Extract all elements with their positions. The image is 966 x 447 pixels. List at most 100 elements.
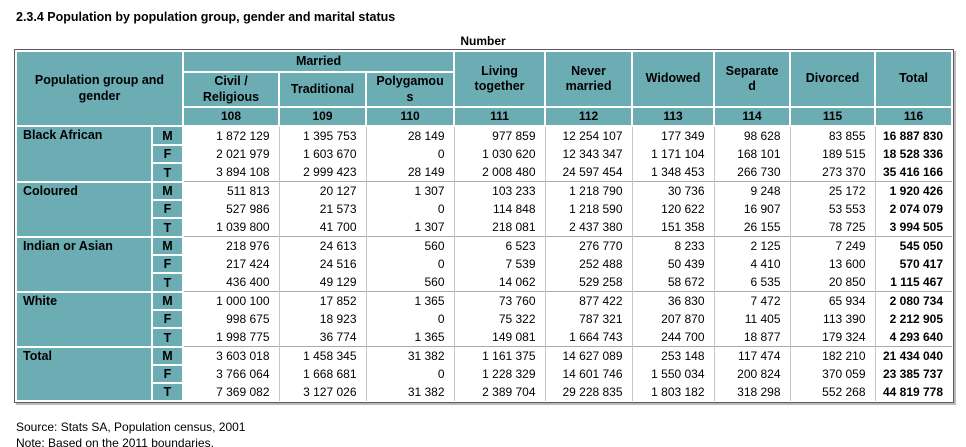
group-label: Coloured xyxy=(15,180,153,238)
table-border: Population group and gender Married Livi… xyxy=(14,49,955,404)
cell-value: 73 760 xyxy=(453,291,546,311)
table-row: Indian or Asian M 218 976 24 613 560 6 5… xyxy=(15,235,953,293)
cell-value: 53 553 xyxy=(789,200,876,219)
cell-value: 1 348 453 xyxy=(631,163,715,182)
table-row: F 2 021 979 1 603 670 0 1 030 620 12 343… xyxy=(16,144,953,165)
cell-value: 1 550 034 xyxy=(631,365,715,384)
cell-value: 1 171 104 xyxy=(631,145,715,164)
table-row: F 3 766 064 1 668 681 0 1 228 329 14 601… xyxy=(16,364,953,385)
cell-value: 189 515 xyxy=(789,145,876,164)
cell-value: 1 395 753 xyxy=(278,126,366,146)
cell-value: 1 039 800 xyxy=(182,218,279,237)
cell-value: 6 535 xyxy=(713,273,791,292)
gender-label: T xyxy=(151,327,184,348)
cell-total: 2 212 905 xyxy=(874,310,953,329)
gender-label: M xyxy=(151,125,184,147)
cell-value: 1 218 590 xyxy=(544,200,633,219)
row-header-title: Population group and gender xyxy=(15,49,184,128)
cell-value: 207 870 xyxy=(631,310,715,329)
cell-value: 1 228 329 xyxy=(453,365,546,384)
table-row: F 217 424 24 516 0 7 539 252 488 50 439 … xyxy=(16,254,953,275)
cell-value: 3 766 064 xyxy=(182,365,279,384)
col-header-separated: Separated xyxy=(713,49,792,109)
group-label: Total xyxy=(15,345,153,403)
cell-value: 7 369 082 xyxy=(182,383,279,402)
cell-total: 44 819 778 xyxy=(874,383,953,402)
cell-value: 2 999 423 xyxy=(278,163,366,182)
footer: Source: Stats SA, Population census, 200… xyxy=(16,420,952,447)
cell-total: 1 115 467 xyxy=(874,273,953,292)
cell-value: 65 934 xyxy=(789,291,876,311)
cell-value: 1 161 375 xyxy=(453,346,546,366)
cell-value: 7 249 xyxy=(789,236,876,256)
cell-value: 21 573 xyxy=(278,200,366,219)
cell-value: 36 830 xyxy=(631,291,715,311)
source-note: Source: Stats SA, Population census, 200… xyxy=(16,420,246,435)
cell-value: 1 668 681 xyxy=(278,365,366,384)
cell-value: 149 081 xyxy=(453,328,546,347)
cell-total: 18 528 336 xyxy=(874,145,953,164)
col-code: 115 xyxy=(789,106,877,128)
cell-value: 50 439 xyxy=(631,255,715,274)
gender-label: T xyxy=(151,217,184,238)
page-title: 2.3.4 Population by population group, ge… xyxy=(16,10,396,24)
cell-value: 370 059 xyxy=(789,365,876,384)
cell-value: 17 852 xyxy=(278,291,366,311)
cell-value: 26 155 xyxy=(713,218,791,237)
col-header-civil-religious: Civil / Religious xyxy=(182,70,280,109)
cell-value: 49 129 xyxy=(278,273,366,292)
cell-value: 1 030 620 xyxy=(453,145,546,164)
col-header-polygamous: Polygamous xyxy=(364,70,456,109)
cell-value: 877 422 xyxy=(544,291,633,311)
gender-label: F xyxy=(151,254,184,275)
cell-value: 75 322 xyxy=(453,310,546,329)
gender-label: F xyxy=(151,309,184,330)
cell-value: 218 976 xyxy=(182,236,279,256)
gender-label: F xyxy=(151,364,184,385)
cell-value: 120 622 xyxy=(631,200,715,219)
cell-value: 58 672 xyxy=(631,273,715,292)
unit-label: Number xyxy=(460,34,506,48)
cell-value: 13 600 xyxy=(789,255,876,274)
cell-value: 1 365 xyxy=(365,291,455,311)
cell-value: 2 389 704 xyxy=(453,383,546,402)
cell-value: 0 xyxy=(365,310,455,329)
col-code: 112 xyxy=(544,106,634,128)
col-code: 116 xyxy=(874,106,954,128)
col-header-divorced: Divorced xyxy=(789,49,877,109)
cell-value: 18 877 xyxy=(713,328,791,347)
group-label: White xyxy=(15,290,153,348)
cell-value: 1 458 345 xyxy=(278,346,366,366)
cell-value: 83 855 xyxy=(789,126,876,146)
col-header-living-together: Living together xyxy=(453,49,547,109)
cell-value: 1 000 100 xyxy=(182,291,279,311)
cell-value: 998 675 xyxy=(182,310,279,329)
cell-value: 1 664 743 xyxy=(544,328,633,347)
cell-value: 14 062 xyxy=(453,273,546,292)
cell-value: 8 233 xyxy=(631,236,715,256)
cell-value: 11 405 xyxy=(713,310,791,329)
gender-label: T xyxy=(151,272,184,293)
cell-value: 2 437 380 xyxy=(544,218,633,237)
cell-value: 179 324 xyxy=(789,328,876,347)
col-header-traditional: Traditional xyxy=(278,70,367,109)
cell-value: 12 254 107 xyxy=(544,126,633,146)
cell-value: 0 xyxy=(365,145,455,164)
cell-value: 218 081 xyxy=(453,218,546,237)
cell-value: 18 923 xyxy=(278,310,366,329)
cell-value: 16 907 xyxy=(713,200,791,219)
gender-label: M xyxy=(151,235,184,257)
cell-value: 114 848 xyxy=(453,200,546,219)
cell-value: 29 228 835 xyxy=(544,383,633,402)
col-code: 110 xyxy=(364,106,456,128)
population-table: Population group and gender Married Livi… xyxy=(15,49,954,403)
cell-value: 182 210 xyxy=(789,346,876,366)
cell-value: 28 149 xyxy=(365,163,455,182)
cell-value: 24 597 454 xyxy=(544,163,633,182)
col-header-never-married: Never married xyxy=(544,49,634,109)
boundary-note: Note: Based on the 2011 boundaries. xyxy=(16,435,214,447)
cell-total: 21 434 040 xyxy=(874,346,953,366)
cell-value: 12 343 347 xyxy=(544,145,633,164)
cell-value: 103 233 xyxy=(453,181,546,201)
cell-value: 318 298 xyxy=(713,383,791,402)
